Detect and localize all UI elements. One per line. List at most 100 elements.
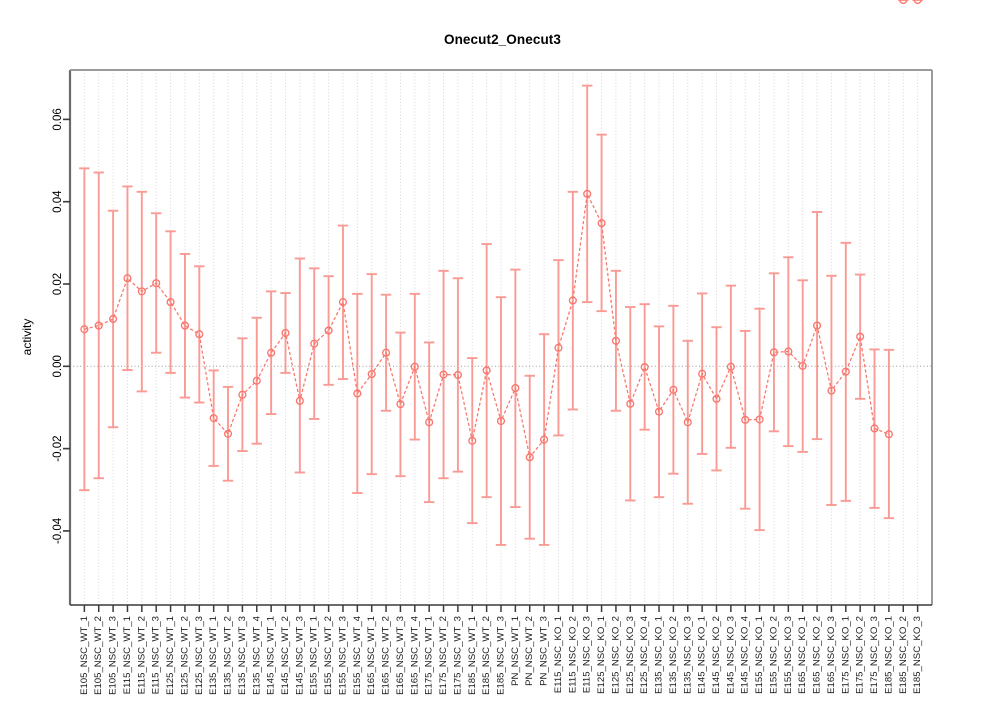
data-point bbox=[496, 416, 506, 426]
data-point bbox=[827, 386, 836, 395]
x-axis-tick-label: E135_NSC_WT_3 bbox=[237, 616, 248, 695]
x-axis-tick-label: E125_NSC_KO_3 bbox=[625, 616, 636, 694]
data-point bbox=[626, 399, 635, 408]
x-axis-tick-label: E135_NSC_WT_2 bbox=[223, 616, 234, 695]
data-point bbox=[482, 366, 491, 375]
x-axis-tick-label: E185_NSC_WT_2 bbox=[481, 616, 492, 695]
error-bar bbox=[625, 306, 636, 502]
error-bar bbox=[768, 272, 780, 433]
data-point bbox=[381, 348, 391, 357]
x-axis-tick-label: E185_NSC_KO_1 bbox=[883, 616, 894, 694]
data-point bbox=[683, 418, 692, 427]
data-point bbox=[180, 321, 190, 330]
data-point bbox=[769, 348, 779, 357]
x-axis-tick-label: E135_NSC_WT_1 bbox=[208, 616, 219, 695]
error-bar bbox=[711, 326, 722, 472]
x-axis-tick-label: E115_NSC_KO_1 bbox=[553, 616, 564, 693]
data-point bbox=[568, 296, 577, 305]
error-bar bbox=[222, 385, 234, 482]
error-bar bbox=[323, 275, 334, 386]
x-axis-tick-label: E165_NSC_KO_1 bbox=[797, 616, 808, 694]
data-point bbox=[80, 325, 89, 334]
error-bar bbox=[352, 292, 363, 495]
x-axis-tick-label: E145_NSC_KO_2 bbox=[711, 616, 722, 694]
data-point bbox=[195, 330, 204, 339]
error-bar bbox=[265, 290, 277, 415]
x-axis-tick-label: E185_NSC_WT_1 bbox=[467, 616, 478, 695]
y-axis-tick-label: -0.02 bbox=[52, 436, 64, 462]
x-axis-tick-label: E125_NSC_KO_2 bbox=[610, 616, 621, 694]
data-point bbox=[741, 415, 750, 424]
x-axis-tick-label: E155_NSC_WT_2 bbox=[323, 616, 334, 695]
page-title: Onecut2_Onecut3 bbox=[443, 32, 562, 47]
error-bar bbox=[481, 243, 492, 499]
data-point bbox=[353, 389, 362, 398]
x-axis-tick-label: E115_NSC_WT_2 bbox=[136, 616, 147, 694]
data-point bbox=[367, 370, 376, 379]
x-axis-tick-label: E135_NSC_WT_4 bbox=[251, 615, 262, 695]
data-point bbox=[109, 314, 118, 324]
error-bar bbox=[294, 257, 306, 474]
data-point bbox=[540, 435, 549, 444]
data-point bbox=[669, 385, 678, 394]
data-point bbox=[453, 370, 462, 380]
x-axis-tick-label: E175_NSC_KO_2 bbox=[855, 616, 866, 694]
data-point bbox=[841, 367, 850, 376]
x-axis-tick-label: E185_NSC_KO_2 bbox=[898, 616, 909, 694]
y-axis-tick-label: 0.04 bbox=[52, 190, 64, 213]
x-axis-tick-label: E155_NSC_WT_3 bbox=[337, 616, 348, 695]
x-axis-tick-label: PN_NSC_WT_2 bbox=[524, 616, 535, 686]
data-point bbox=[812, 321, 822, 330]
x-axis-tick-label: E115_NSC_KO_3 bbox=[582, 616, 593, 693]
data-point bbox=[94, 321, 103, 330]
data-point bbox=[252, 376, 261, 385]
x-axis-tick-label: E125_NSC_WT_3 bbox=[194, 616, 205, 695]
y-axis-tick-label: -0.04 bbox=[52, 517, 64, 544]
error-bar bbox=[165, 230, 176, 374]
data-point bbox=[295, 396, 304, 405]
error-bar bbox=[179, 253, 191, 399]
data-point bbox=[410, 362, 419, 371]
data-point bbox=[324, 326, 333, 335]
data-point bbox=[856, 332, 865, 341]
error-bar bbox=[610, 269, 622, 412]
error-bar bbox=[883, 348, 895, 520]
data-point bbox=[137, 287, 146, 296]
x-axis-tick-label: E145_NSC_KO_4 bbox=[740, 615, 751, 694]
x-axis-tick-label: E145_NSC_WT_2 bbox=[280, 616, 291, 695]
error-bar bbox=[682, 339, 693, 505]
x-axis-tick-label: PN_NSC_WT_1 bbox=[510, 616, 521, 686]
data-point bbox=[554, 343, 563, 352]
x-axis-tick-label: E115_NSC_WT_1 bbox=[122, 616, 133, 694]
x-axis-tick-label: E125_NSC_KO_1 bbox=[596, 616, 607, 694]
data-point bbox=[640, 363, 649, 372]
data-point bbox=[439, 370, 448, 379]
x-axis-tick-label: E165_NSC_KO_2 bbox=[812, 616, 823, 694]
data-point bbox=[425, 418, 434, 427]
data-point bbox=[468, 436, 477, 445]
x-axis-tick-label: E145_NSC_KO_3 bbox=[725, 616, 736, 694]
x-axis-tick-label: E125_NSC_WT_1 bbox=[165, 616, 176, 695]
x-axis-tick-label: E155_NSC_WT_1 bbox=[309, 616, 320, 695]
x-axis-tick-label: E165_NSC_WT_4 bbox=[409, 615, 420, 695]
x-axis-tick-label: E125_NSC_KO_4 bbox=[639, 615, 650, 694]
x-axis-tick-label: E175_NSC_KO_1 bbox=[840, 616, 851, 694]
data-point bbox=[870, 424, 879, 433]
x-axis-tick-label: E135_NSC_KO_3 bbox=[682, 616, 693, 694]
y-axis-tick-label: 0.00 bbox=[52, 355, 64, 377]
error-bar bbox=[122, 185, 133, 371]
x-axis-tick-label: E135_NSC_KO_1 bbox=[654, 616, 665, 694]
x-axis-tick-label: E135_NSC_KO_2 bbox=[668, 616, 679, 694]
x-axis-tick-label: E165_NSC_KO_3 bbox=[826, 616, 837, 694]
error-bar bbox=[79, 167, 90, 492]
x-axis-tick-label: E145_NSC_WT_3 bbox=[294, 616, 305, 695]
x-axis-tick-label: PN_NSC_WT_3 bbox=[539, 616, 550, 686]
data-point bbox=[209, 414, 218, 423]
x-axis-tick-label: E125_NSC_WT_2 bbox=[179, 616, 190, 695]
error-bar bbox=[452, 277, 464, 473]
error-bar bbox=[840, 241, 851, 502]
data-point bbox=[726, 362, 735, 371]
error-bar bbox=[194, 265, 205, 404]
